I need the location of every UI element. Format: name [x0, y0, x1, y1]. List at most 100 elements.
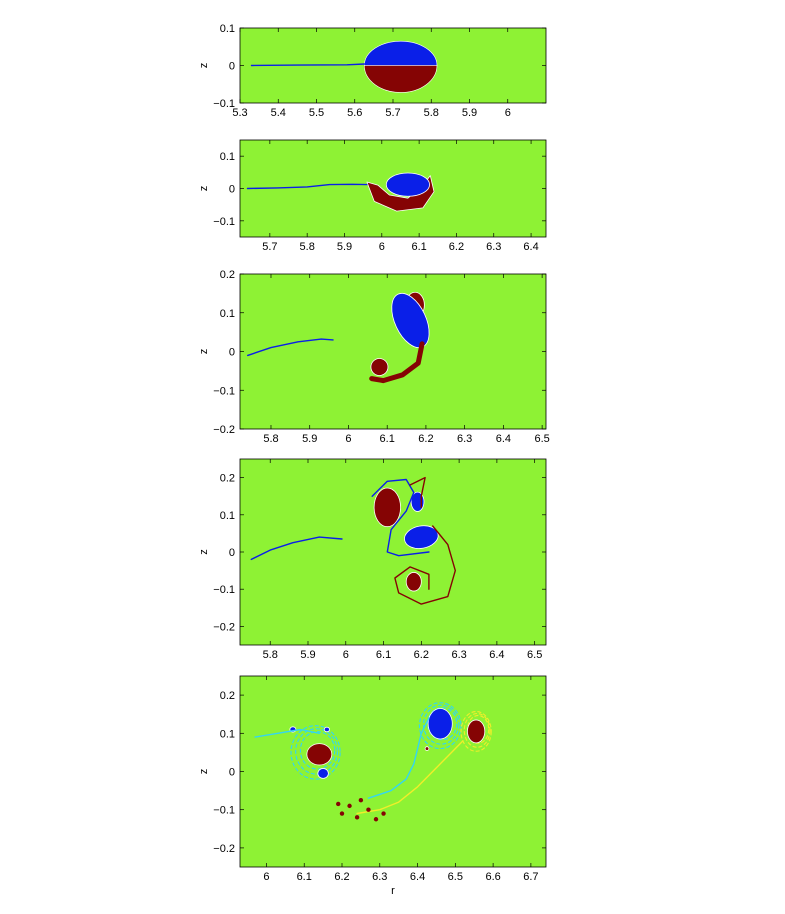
y-tick-label: −0.1 [213, 805, 235, 817]
x-tick-label: 5.9 [302, 433, 317, 445]
vortex-patch-negative [364, 65, 438, 93]
x-tick-label: 6 [345, 433, 351, 445]
y-tick-label: 0.1 [220, 728, 235, 740]
plot-background [240, 274, 546, 429]
x-tick-label: 5.7 [385, 107, 400, 119]
vortex-patch-positive [364, 41, 438, 66]
vorticity-filament-positive [250, 63, 365, 67]
y-tick-label: −0.1 [213, 584, 235, 596]
vorticity-filament-negative [409, 476, 426, 509]
x-tick-label: 6.6 [485, 871, 500, 883]
y-tick-label: −0.1 [213, 216, 235, 228]
y-tick-label: −0.1 [213, 385, 235, 397]
panel-3: 5.8 5.9 6 6.1 6.2 6.3 6.4 6.5 0.2 0.1 0 −0.1 −0.2 z [198, 269, 550, 445]
vorticity-filament-positive [371, 478, 430, 557]
x-tick-label: 6.2 [334, 871, 349, 883]
vorticity-field [250, 41, 438, 93]
vortex-patch-negative [370, 358, 389, 376]
vorticity-halo-cyan [295, 728, 338, 775]
x-tick-label: 6.4 [410, 871, 425, 883]
vorticity-filament-negative [369, 341, 425, 384]
x-tick-label: 5.7 [262, 241, 277, 253]
x-tick-label: 6.3 [451, 649, 466, 661]
y-axis-label: z [198, 186, 210, 192]
vorticity-filament-positive [247, 338, 334, 357]
vortex-patch-negative [306, 743, 333, 766]
y-tick-label: 0.1 [220, 308, 235, 320]
y-axis-label: z [198, 549, 210, 555]
x-tick-label: 6.5 [448, 871, 463, 883]
vortex-crescent-negative [366, 175, 435, 212]
vortex-patch-positive [404, 525, 439, 549]
panel-4: 5.8 5.9 6 6.1 6.2 6.3 6.4 6.5 0.2 0.1 0 −0.1 −0.2 z [198, 458, 547, 661]
panel-2: 5.7 5.8 5.9 6 6.1 6.2 6.3 6.4 0.1 0 −0.1 z [198, 139, 547, 253]
y-axis-label: z [198, 349, 210, 355]
y-tick-label: 0 [229, 547, 235, 559]
vorticity-dot [339, 811, 345, 816]
vorticity-halo-cyan [290, 725, 341, 780]
x-axis-label: r [391, 885, 395, 897]
x-tick-label: 6.1 [376, 649, 391, 661]
y-tick-label: 0.2 [220, 690, 235, 702]
x-tick-label: 5.4 [271, 107, 286, 119]
y-tick-label: −0.1 [213, 98, 235, 110]
x-tick-label: 5.9 [462, 107, 477, 119]
vorticity-field [250, 476, 456, 605]
x-tick-label: 5.6 [347, 107, 362, 119]
vortex-patch-positive [427, 708, 453, 740]
vorticity-halo-cyan [423, 704, 460, 745]
vorticity-dot [373, 817, 379, 822]
vortex-patch-negative [405, 572, 422, 592]
x-tick-label: 6.1 [380, 433, 395, 445]
y-tick-label: 0.1 [220, 23, 235, 35]
y-tick-label: 0.1 [220, 151, 235, 163]
x-tick-label: 5.3 [232, 107, 247, 119]
y-axis-label: z [198, 63, 210, 69]
vorticity-dot [347, 803, 352, 809]
y-tick-label: −0.2 [213, 621, 235, 633]
vortex-patch-positive [385, 172, 430, 197]
vorticity-filament-positive [250, 536, 343, 561]
x-tick-label: 6 [505, 107, 511, 119]
panel-5: 6 6.1 6.2 6.3 6.4 6.5 6.6 6.7 0.2 0.1 0 −0.1 −0.2 z r [198, 675, 547, 897]
vortex-patch-negative [467, 719, 486, 744]
vorticity-halo-cyan [418, 702, 462, 750]
x-tick-label: 6.3 [372, 871, 387, 883]
x-tick-label: 5.5 [309, 107, 324, 119]
y-tick-label: 0.1 [220, 510, 235, 522]
x-tick-label: 5.8 [424, 107, 439, 119]
x-tick-label: 5.9 [300, 649, 315, 661]
y-axis-label: z [198, 769, 210, 775]
x-tick-label: 5.8 [263, 433, 278, 445]
vorticity-halo-yellow [460, 710, 492, 752]
x-tick-label: 6.7 [523, 871, 538, 883]
vorticity-dot [354, 815, 360, 820]
x-tick-label: 6.2 [418, 433, 433, 445]
panel-1: 5.3 5.4 5.5 5.6 5.7 5.8 5.9 6 0.1 0 −0.1 z [198, 23, 547, 119]
x-tick-label: 6 [379, 241, 385, 253]
x-tick-label: 5.8 [263, 649, 278, 661]
x-tick-label: 6 [343, 649, 349, 661]
vorticity-dot [381, 811, 386, 816]
y-tick-label: −0.2 [213, 843, 235, 855]
x-tick-label: 6.1 [297, 871, 312, 883]
y-tick-label: 0 [229, 347, 235, 359]
vortex-patch-negative [373, 487, 401, 528]
vorticity-halo-cyan [299, 731, 336, 770]
vorticity-filament-negative [394, 525, 456, 605]
plot-background [240, 676, 546, 867]
vorticity-field [247, 291, 430, 384]
vorticity-field [246, 172, 435, 212]
x-tick-label: 6.4 [496, 433, 511, 445]
x-tick-label: 5.9 [337, 241, 352, 253]
vorticity-dot [366, 807, 371, 812]
x-tick-label: 6.4 [523, 241, 538, 253]
vorticity-filament-cyan [254, 728, 320, 738]
x-tick-label: 6.3 [486, 241, 501, 253]
vorticity-dot [358, 797, 364, 803]
vorticity-filament-yellow [356, 740, 464, 815]
y-tick-label: 0.2 [220, 269, 235, 281]
vorticity-dot [336, 801, 341, 807]
x-tick-label: 5.8 [300, 241, 315, 253]
